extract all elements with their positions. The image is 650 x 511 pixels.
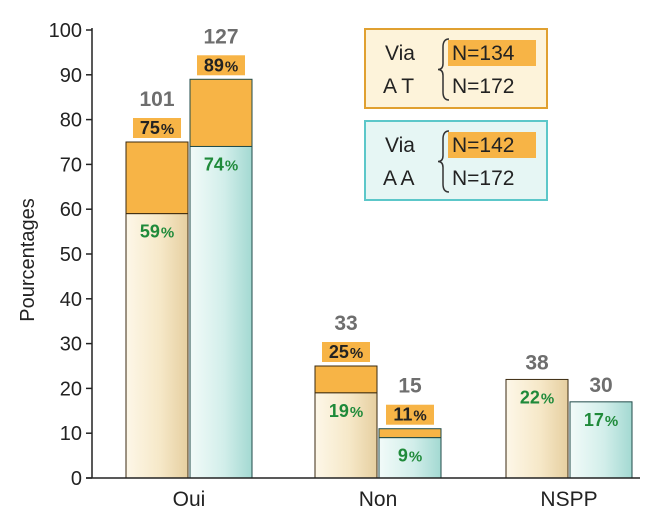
bar-count-label: 127 <box>203 25 238 48</box>
bar-part-pct-label: 22% <box>520 387 554 407</box>
bar-part-pct-label: 19% <box>329 401 363 421</box>
bar-base-segment <box>125 213 189 479</box>
bar-count-label: 30 <box>589 374 612 397</box>
bar-base-segment <box>189 145 253 479</box>
bar-total-pct-label-badge <box>386 404 434 425</box>
bars-group: 59% 75% 101 74% 89% 127 19% 25% 33 9% 11% 15 22% 38 17… <box>125 25 633 479</box>
y-tick-label: 70 <box>60 154 82 176</box>
bar-highlight-segment <box>125 141 189 215</box>
x-category-label: NSPP <box>540 488 597 511</box>
y-tick-label: 20 <box>60 378 82 400</box>
y-tick-label: 100 <box>49 20 82 42</box>
legend-n-bottom: N=172 <box>452 75 514 98</box>
legend-n-top: N=142 <box>452 134 514 157</box>
bar-count-label: 15 <box>398 375 422 398</box>
bar-highlight-segment <box>189 78 253 147</box>
bar-highlight-segment <box>314 365 378 394</box>
legend-n-top: N=134 <box>452 42 515 65</box>
legend-via-label: Via <box>385 134 415 157</box>
y-tick-label: 80 <box>60 110 82 132</box>
y-axis-label: Pourcentages <box>17 198 39 321</box>
legend-n-bottom: N=172 <box>452 167 514 190</box>
y-axis: 0 10 20 30 40 50 60 70 80 90 100 <box>49 20 93 490</box>
x-axis: Oui Non NSPP <box>86 477 640 511</box>
x-category-label: Oui <box>173 488 206 511</box>
y-tick-label: 60 <box>60 199 82 221</box>
y-tick-label: 10 <box>60 423 82 445</box>
legend-n-top-highlight <box>448 40 536 66</box>
legend-group-label: A A <box>383 167 415 190</box>
y-tick-label: 50 <box>60 244 82 266</box>
bar-base-segment <box>314 392 378 479</box>
bar-base-segment <box>505 378 569 479</box>
bar-base-segment <box>569 401 633 479</box>
legend-group-label: A T <box>383 75 414 98</box>
legend-n-top-highlight <box>448 132 536 158</box>
bar-total-pct-label: 89% <box>204 55 238 75</box>
y-tick-label: 0 <box>71 468 82 490</box>
y-tick-label: 40 <box>60 289 82 311</box>
bar-total-pct-label: 75% <box>140 118 174 138</box>
y-tick-label: 30 <box>60 334 82 356</box>
bar-part-pct-label: 59% <box>140 222 174 242</box>
legend-brace <box>437 38 450 101</box>
bar-total-pct-label-badge <box>197 55 245 76</box>
legend-brace <box>437 130 450 193</box>
bar-count-label: 38 <box>525 351 549 374</box>
bar-highlight-segment <box>378 428 442 439</box>
x-category-label: Non <box>359 488 398 511</box>
bar-total-pct-label: 11% <box>393 405 426 425</box>
legend-box: Via A T N=134 N=172 <box>364 28 548 109</box>
y-tick-label: 90 <box>60 65 82 87</box>
legend-box: Via A A N=142 N=172 <box>364 120 548 201</box>
bar-base-segment <box>378 437 442 479</box>
bar-part-pct-label: 9% <box>398 446 422 466</box>
bar-total-pct-label-badge <box>133 118 181 138</box>
bar-part-pct-label: 17% <box>584 410 618 430</box>
legend: Via A T N=134 N=172 Via A A N=142 N=172 <box>364 28 548 201</box>
bar-part-pct-label: 74% <box>204 154 238 174</box>
bar-count-label: 33 <box>334 312 357 335</box>
bar-count-label: 101 <box>139 88 174 111</box>
legend-via-label: Via <box>385 42 415 65</box>
bar-total-pct-label: 25% <box>329 342 363 362</box>
bar-total-pct-label-badge <box>322 342 370 362</box>
